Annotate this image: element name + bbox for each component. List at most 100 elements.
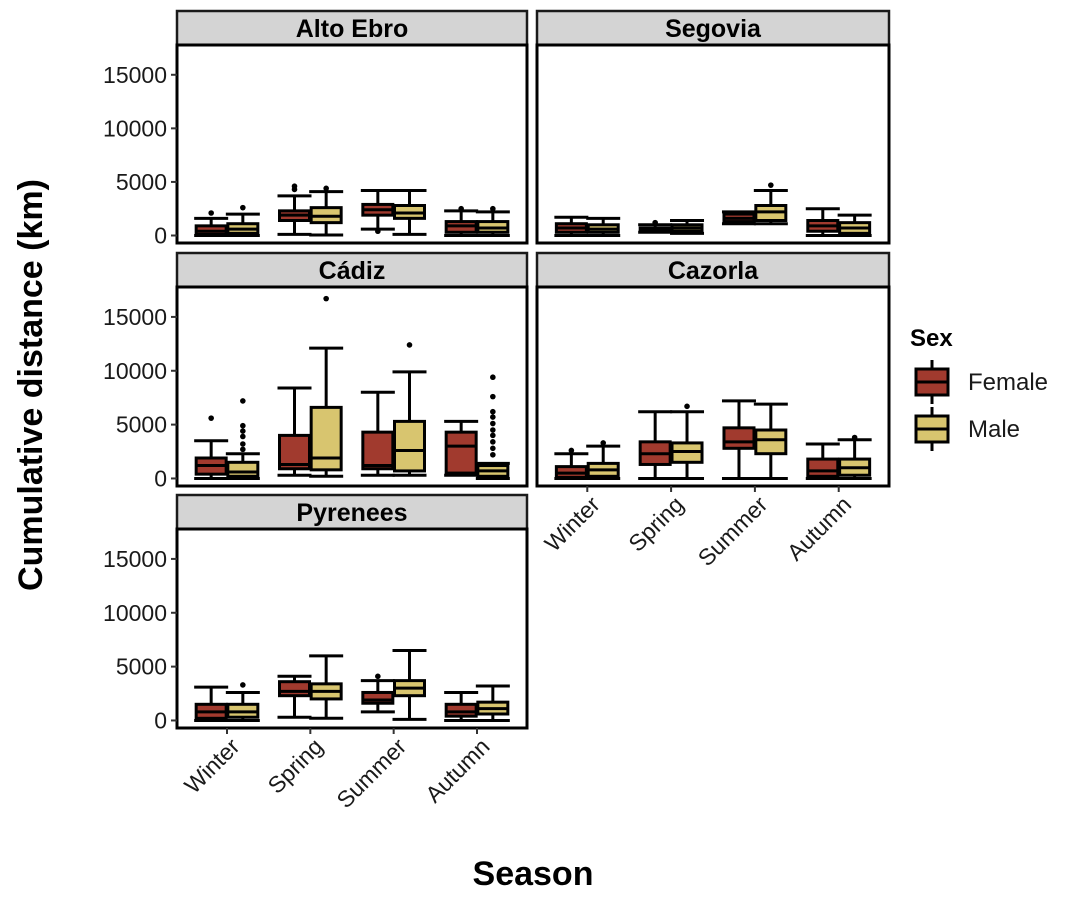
- panel-pyrenees: Pyrenees 0 5000 10000 15000 Winter Spring Summe…: [103, 493, 529, 813]
- box-spring-female: [277, 674, 312, 719]
- panel-cazorla: Cazorla Winter Spring Summer Autumn: [535, 251, 891, 571]
- box-autumn-male: [837, 213, 872, 237]
- outlier-point: [375, 228, 381, 235]
- box-autumn-male: [475, 205, 510, 237]
- box-body: [444, 702, 478, 718]
- legend-entry-female: Female: [914, 360, 1048, 404]
- box-summer-female: [721, 210, 756, 226]
- legend: Sex Female Male: [910, 325, 1048, 451]
- y-tick-label: 5000: [116, 169, 167, 195]
- outlier-point: [323, 185, 329, 192]
- outlier-point: [240, 446, 246, 453]
- box-body: [278, 680, 311, 698]
- outlier-point: [568, 447, 575, 454]
- box-winter-male: [225, 682, 260, 722]
- box-summer-male: [392, 342, 427, 477]
- panel-alto-ebro: Alto Ebro 0 5000 10000 15000: [103, 9, 529, 249]
- outlier-point: [240, 433, 246, 440]
- outlier-point: [490, 445, 496, 452]
- box-body: [226, 460, 260, 478]
- outlier-point: [490, 408, 496, 415]
- box-winter-male: [586, 216, 621, 237]
- panel-strip-title: Alto Ebro: [296, 15, 409, 43]
- box-body: [361, 690, 395, 705]
- outlier-point: [851, 434, 858, 441]
- panel-strip-title: Segovia: [665, 15, 762, 43]
- y-tick-label: 10000: [103, 358, 167, 384]
- outlier-point: [490, 427, 496, 433]
- legend-title: Sex: [910, 325, 953, 352]
- outlier-point: [406, 342, 413, 348]
- box-winter-female: [194, 210, 229, 237]
- outlier-point: [240, 422, 246, 429]
- outlier-point: [490, 374, 496, 381]
- panel-strip-title: Cazorla: [668, 257, 759, 285]
- panel-strip-title: Pyrenees: [296, 499, 407, 527]
- y-tick-label: 10000: [103, 115, 167, 141]
- box-body: [754, 428, 788, 456]
- box-autumn-female: [805, 207, 840, 237]
- y-tick-label: 0: [154, 707, 167, 733]
- y-tick-label: 10000: [103, 600, 167, 626]
- box-spring-male: [309, 295, 344, 478]
- outlier-point: [652, 219, 658, 226]
- outlier-point: [375, 673, 381, 680]
- outlier-point: [240, 428, 246, 434]
- outlier-point: [208, 415, 214, 421]
- box-summer-male: [392, 189, 427, 236]
- box-spring-male: [670, 219, 705, 235]
- panels-layer: Alto Ebro 0 5000 10000 15000 Segovia Cádiz 0 500…: [103, 9, 891, 813]
- outlier-point: [208, 210, 214, 216]
- box-autumn-male: [475, 684, 510, 722]
- panel-cadiz: Cádiz 0 5000 10000 15000: [103, 251, 529, 491]
- box-autumn-female: [444, 419, 479, 477]
- box-winter-male: [586, 440, 621, 480]
- box-winter-male: [225, 398, 260, 480]
- x-axis-title: Season: [473, 855, 594, 893]
- outlier-point: [684, 403, 690, 410]
- box-autumn-male: [837, 434, 872, 480]
- legend-entries: Female Male: [914, 360, 1048, 451]
- y-tick-label: 15000: [103, 304, 167, 330]
- box-body: [393, 419, 426, 473]
- x-tick-label: Autumn: [782, 491, 856, 565]
- box-spring-female: [277, 183, 312, 236]
- box-autumn-female: [444, 690, 479, 722]
- x-tick-label: Summer: [693, 491, 773, 571]
- outlier-point: [490, 205, 496, 212]
- x-tick-label: Summer: [331, 733, 411, 813]
- box-summer-male: [753, 402, 788, 480]
- x-tick-label: Spring: [623, 491, 688, 556]
- panel-strip: [175, 251, 529, 289]
- box-winter-female: [194, 685, 229, 722]
- panel-frame: [535, 43, 891, 245]
- box-spring-female: [638, 410, 673, 480]
- box-summer-female: [360, 189, 395, 235]
- box-body: [806, 457, 840, 478]
- outlier-point: [490, 393, 496, 400]
- box-body: [722, 426, 756, 450]
- outlier-point: [240, 441, 246, 447]
- x-tick-label: Winter: [179, 733, 245, 799]
- y-tick-label: 0: [154, 223, 167, 249]
- panel-strip: [175, 493, 529, 531]
- panel-strip-title: Cádiz: [319, 257, 386, 285]
- outlier-point: [600, 440, 607, 446]
- outlier-point: [490, 432, 496, 439]
- box-body: [361, 430, 395, 471]
- x-tick-label: Autumn: [420, 733, 494, 807]
- y-tick-label: 15000: [103, 62, 167, 88]
- axis-titles: Cumulative distance (km) Season: [12, 179, 593, 893]
- y-tick-label: 5000: [116, 654, 167, 680]
- legend-label: Female: [968, 369, 1048, 396]
- box-autumn-female: [805, 442, 840, 480]
- outlier-point: [240, 398, 246, 404]
- box-body: [444, 430, 478, 475]
- panel-strip: [535, 251, 891, 289]
- y-tick-label: 5000: [116, 412, 167, 438]
- box-spring-female: [277, 386, 312, 477]
- box-winter-female: [194, 415, 229, 480]
- outlier-point: [490, 414, 496, 420]
- x-tick-label: Winter: [539, 491, 605, 557]
